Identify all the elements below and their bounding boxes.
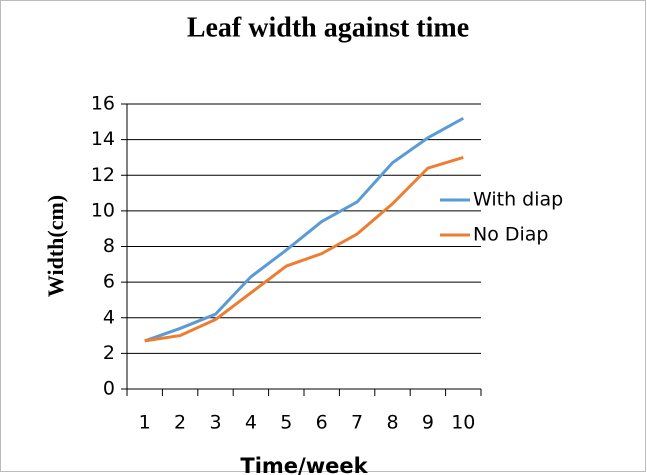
line-series xyxy=(144,116,465,343)
y-tick-label: 4 xyxy=(103,306,115,328)
y-tick-label: 8 xyxy=(103,235,115,257)
x-tick-label: 5 xyxy=(280,412,292,434)
x-tick-label: 9 xyxy=(422,412,434,434)
x-tick-label: 6 xyxy=(316,412,328,434)
legend-label: No Diap xyxy=(473,224,549,246)
y-tick-label: 16 xyxy=(91,93,115,115)
x-tick-label: 7 xyxy=(351,412,363,434)
x-tick-label: 3 xyxy=(209,412,221,434)
y-tick-label: 2 xyxy=(103,342,115,364)
y-tick-label: 14 xyxy=(91,128,115,150)
y-tick-label: 12 xyxy=(91,164,115,186)
x-tick-label: 10 xyxy=(451,412,475,434)
y-tick-label: 6 xyxy=(103,271,115,293)
x-tick-label: 4 xyxy=(245,412,257,434)
line-series xyxy=(144,156,464,343)
y-tick-label: 0 xyxy=(103,378,115,400)
chart-title: Leaf width against time xyxy=(187,12,469,43)
x-tick-label: 1 xyxy=(139,412,151,434)
y-tick-label: 10 xyxy=(91,199,115,221)
x-tick-label: 2 xyxy=(174,412,186,434)
legend-label: With diap xyxy=(473,189,563,211)
y-axis-label: Width(cm) xyxy=(43,195,68,297)
x-tick-label: 8 xyxy=(386,412,398,434)
x-axis-label: Time/week xyxy=(240,454,368,475)
